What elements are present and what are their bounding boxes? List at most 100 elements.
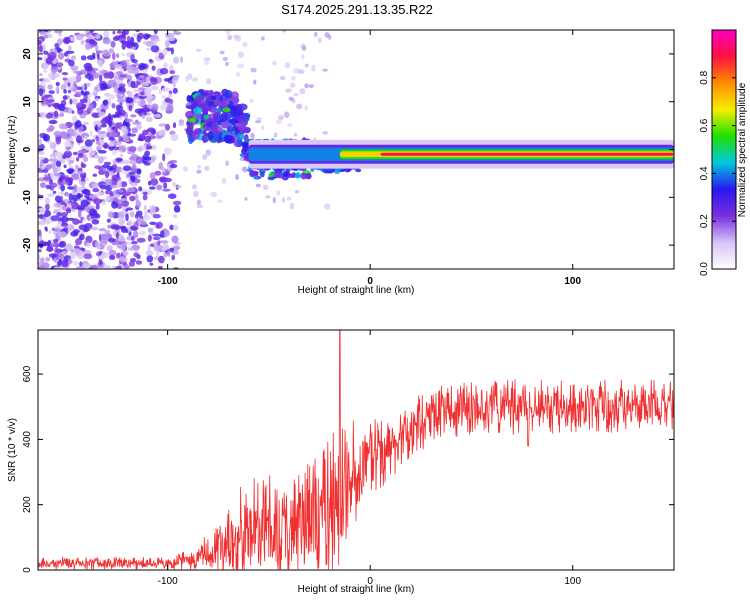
noise-speckle — [302, 45, 307, 51]
noise-speckle — [109, 63, 114, 67]
noise-speckle — [75, 238, 83, 246]
x-tick-label: -100 — [158, 276, 178, 287]
noise-speckle — [108, 48, 115, 54]
x-tick-label: 0 — [367, 576, 373, 587]
noise-speckle — [162, 229, 170, 238]
noise-speckle — [166, 37, 176, 42]
noise-speckle — [149, 221, 157, 225]
noise-speckle — [95, 50, 104, 54]
noise-speckle — [53, 238, 59, 244]
noise-speckle — [148, 59, 153, 63]
noise-speckle — [72, 115, 78, 123]
noise-speckle — [102, 200, 106, 206]
noise-speckle — [106, 116, 114, 123]
noise-speckle — [225, 61, 229, 67]
noise-speckle — [136, 98, 146, 107]
noise-speckle — [130, 114, 137, 118]
y-tick-label: 10 — [22, 96, 33, 108]
noise-speckle — [162, 48, 168, 56]
y-tick-label: -20 — [22, 237, 33, 252]
noise-speckle — [152, 214, 161, 219]
noise-speckle — [94, 124, 98, 132]
noise-speckle — [136, 237, 146, 243]
noise-speckle — [42, 134, 51, 142]
x-tick-label: 100 — [564, 276, 581, 287]
y-tick-label: -10 — [22, 190, 33, 205]
noise-speckle — [62, 154, 67, 160]
noise-speckle — [101, 236, 108, 245]
noise-speckle — [88, 102, 95, 111]
noise-speckle — [217, 199, 223, 203]
noise-speckle — [92, 72, 100, 79]
signal-line-band — [380, 152, 674, 156]
noise-speckle — [121, 206, 125, 214]
noise-speckle — [113, 190, 118, 195]
noise-speckle — [131, 163, 137, 172]
noise-speckle — [70, 86, 78, 93]
noise-speckle — [40, 182, 46, 189]
y-tick-label: 600 — [22, 365, 33, 382]
noise-speckle — [63, 132, 67, 140]
noise-speckle — [222, 56, 228, 62]
noise-speckle — [111, 201, 119, 209]
noise-speckle — [98, 111, 106, 117]
noise-speckle — [81, 163, 87, 168]
noise-speckle — [104, 230, 111, 234]
signal-blob — [217, 126, 224, 132]
noise-speckle — [327, 34, 332, 40]
noise-speckle — [55, 160, 62, 167]
signal-blob — [229, 118, 239, 124]
noise-speckle — [235, 174, 240, 180]
noise-speckle — [114, 122, 121, 129]
noise-speckle — [76, 157, 80, 162]
signal-band — [344, 167, 351, 173]
noise-speckle — [152, 233, 162, 237]
noise-speckle — [242, 166, 248, 173]
noise-speckle — [127, 133, 137, 137]
noise-speckle — [44, 265, 50, 269]
noise-speckle — [253, 79, 257, 85]
noise-speckle — [79, 173, 85, 178]
noise-speckle — [141, 114, 146, 120]
noise-speckle — [41, 96, 45, 101]
noise-speckle — [173, 205, 181, 213]
noise-speckle — [111, 150, 118, 155]
noise-speckle — [289, 202, 295, 210]
noise-speckle — [49, 142, 57, 150]
noise-speckle — [145, 116, 153, 123]
noise-speckle — [70, 36, 75, 42]
noise-speckle — [50, 215, 60, 222]
noise-speckle — [99, 184, 107, 190]
noise-speckle — [77, 210, 82, 218]
noise-speckle — [61, 259, 69, 268]
noise-speckle — [237, 63, 245, 69]
noise-speckle — [135, 156, 143, 164]
noise-speckle — [95, 44, 99, 52]
noise-speckle — [47, 193, 55, 197]
noise-speckle — [77, 204, 86, 211]
signal-blob — [207, 131, 214, 140]
noise-speckle — [301, 54, 305, 60]
noise-speckle — [110, 178, 118, 186]
noise-speckle — [164, 123, 171, 131]
noise-speckle — [68, 193, 73, 201]
noise-speckle — [161, 87, 170, 92]
signal-blob — [227, 101, 234, 110]
noise-speckle — [130, 175, 136, 183]
noise-speckle — [48, 125, 55, 132]
noise-speckle — [210, 191, 218, 198]
noise-speckle — [49, 51, 57, 60]
noise-speckle — [132, 121, 142, 125]
noise-speckle — [111, 126, 116, 131]
noise-speckle — [90, 215, 96, 219]
noise-speckle — [56, 212, 62, 217]
noise-speckle — [84, 139, 93, 147]
noise-speckle — [88, 195, 95, 199]
noise-speckle — [114, 64, 123, 69]
noise-speckle — [93, 198, 102, 205]
noise-speckle — [38, 88, 44, 97]
noise-speckle — [86, 242, 91, 248]
noise-speckle — [100, 123, 107, 128]
noise-speckle — [129, 257, 137, 263]
noise-speckle — [88, 208, 98, 216]
